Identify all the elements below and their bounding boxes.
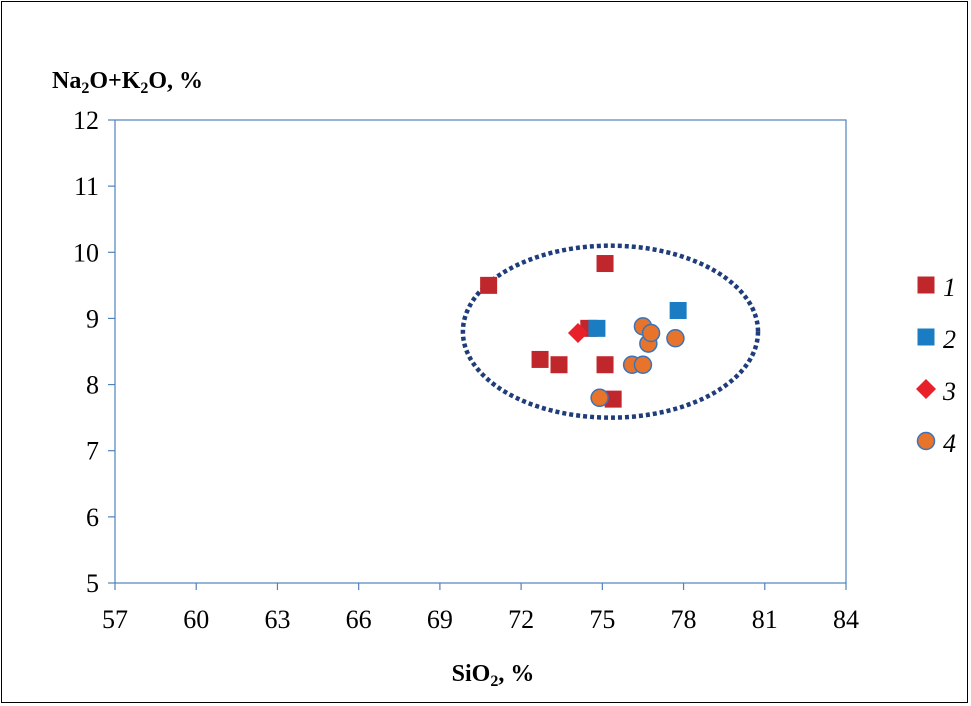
series-2-point [588,319,606,337]
y-tick-label: 5 [86,569,99,598]
legend-marker-4 [916,431,936,451]
legend-marker-1 [917,276,935,294]
legend-label-1: 1 [943,273,956,302]
x-tick-label: 57 [102,605,128,634]
legend: 1 2 3 4 [916,273,956,458]
y-tick-label: 8 [86,371,99,400]
series-4-point [590,388,609,408]
legend-marker-3 [916,379,936,399]
series-1-point [531,350,549,368]
series-1-point [550,356,568,374]
y-tick-label: 9 [86,304,99,333]
series-4-point [641,323,661,343]
x-tick-label: 78 [671,605,697,634]
series-4-point [633,355,653,374]
series-1-point [596,255,614,273]
x-tick-label: 63 [264,605,290,634]
x-axis-title: SiO2, % [452,661,535,690]
y-tick-label: 12 [73,106,99,135]
x-tick-label: 66 [346,605,372,634]
x-tick-label: 69 [427,605,453,634]
x-tick-label: 60 [183,605,209,634]
plot-border [114,119,847,584]
y-axis-title: Na2O+K2O, % [52,68,203,97]
series-1-point [596,356,614,374]
legend-label-3: 3 [942,377,956,406]
y-tick-label: 10 [73,238,99,267]
grouping-ellipse [460,243,761,420]
series-4-point [666,329,685,348]
y-tick-label: 11 [74,172,99,201]
series-2-point [669,301,687,319]
x-tick-label: 75 [589,605,615,634]
x-tick-label: 84 [833,605,859,634]
legend-label-4: 4 [943,429,956,458]
x-tick-label: 72 [508,605,534,634]
y-tick-label: 7 [86,437,99,466]
series-1-point [480,276,498,294]
y-tick-label: 6 [86,503,99,532]
series-1-point [604,390,622,408]
legend-label-2: 2 [943,325,956,354]
series-3-point [567,322,588,343]
x-tick-label: 81 [752,605,778,634]
legend-marker-2 [917,328,935,346]
